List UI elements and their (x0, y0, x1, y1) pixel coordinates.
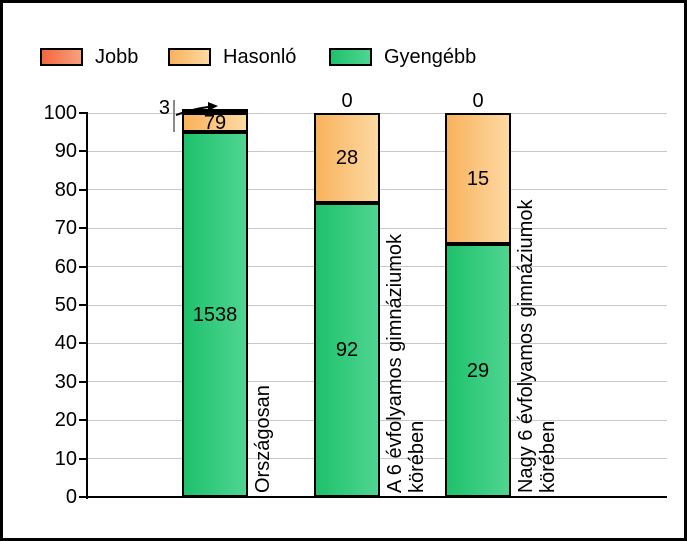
bar-1-segment-gyengebb: 92 (314, 203, 380, 497)
legend-label-gyengebb: Gyengébb (384, 46, 477, 68)
y-axis-tick-label-50: 50 (54, 294, 77, 316)
y-axis-tick-label-90: 90 (54, 140, 77, 163)
legend-item-hasonlo: Hasonló (168, 47, 296, 67)
bar-0-value-label-hasonlo: 79 (203, 111, 227, 134)
annotation-leader-line (173, 100, 175, 132)
y-axis-tick-label-40: 40 (54, 332, 77, 355)
bar-1-top-label: 0 (341, 90, 353, 112)
y-axis-tick-label-100: 100 (43, 102, 77, 124)
legend-item-jobb: Jobb (40, 47, 138, 67)
legend-swatch-gyengebb (329, 48, 372, 66)
plot-area: 0 10 20 30 40 50 60 70 80 90 100 1538 79 Országosan 92… (3, 3, 684, 538)
bar-2-segment-hasonlo: 15 (445, 113, 511, 244)
y-axis-tickmark-40 (79, 342, 88, 345)
y-axis-tick-label-60: 60 (54, 255, 77, 278)
annotation-arrow-icon (175, 102, 218, 116)
y-axis-tickmark-20 (79, 419, 88, 422)
y-axis-tick-label-20: 20 (54, 409, 77, 432)
y-axis-tickmark-80 (79, 188, 88, 191)
legend-swatch-hasonlo (168, 48, 211, 66)
bar-0-value-label-gyengebb: 1538 (192, 303, 238, 326)
y-axis-tickmark-10 (79, 457, 88, 460)
y-axis-tickmark-30 (79, 380, 88, 383)
bar-0-segment-hasonlo: 79 (182, 111, 248, 134)
legend-item-gyengebb: Gyengébb (329, 47, 476, 67)
x-axis-label-2: Nagy 6 évfolyamos gimnáziumok körében (515, 199, 559, 493)
y-axis-line (86, 113, 88, 499)
y-axis-tick-label-30: 30 (54, 370, 77, 393)
bar-2-segment-gyengebb: 29 (445, 244, 511, 497)
x-axis-line (86, 496, 667, 498)
bar-2-value-label-gyengebb: 29 (466, 359, 490, 382)
bar-1-segment-hasonlo: 28 (314, 113, 380, 203)
y-axis-tick-label-0: 0 (65, 486, 77, 508)
bar-2-value-label-hasonlo: 15 (466, 167, 490, 190)
y-axis-tickmark-100 (79, 112, 88, 114)
bar-2-top-label: 0 (472, 90, 484, 112)
legend-label-hasonlo: Hasonló (223, 46, 297, 68)
bar-0-segment-jobb (182, 109, 248, 113)
y-axis-tick-label-10: 10 (54, 447, 77, 470)
y-axis-tickmark-90 (79, 150, 88, 153)
x-axis-label-0: Országosan (252, 385, 274, 493)
y-axis-tick-label-80: 80 (54, 178, 77, 201)
x-axis-label-1: A 6 évfolyamos gimnáziumok körében (384, 233, 428, 493)
y-axis-tick-label-70: 70 (54, 217, 77, 240)
y-axis-tickmark-60 (79, 265, 88, 268)
bar-0-segment-gyengebb: 1538 (182, 132, 248, 497)
legend-swatch-jobb (40, 48, 83, 66)
bar-1-value-label-gyengebb: 92 (335, 339, 359, 361)
legend-label-jobb: Jobb (95, 46, 139, 68)
annotation-jobb-value: 3 (158, 97, 170, 119)
y-axis-tickmark-70 (79, 227, 88, 230)
y-axis-tickmark-0 (79, 496, 88, 498)
bar-1-value-label-hasonlo: 28 (335, 147, 359, 169)
y-axis-tickmark-50 (79, 304, 88, 306)
